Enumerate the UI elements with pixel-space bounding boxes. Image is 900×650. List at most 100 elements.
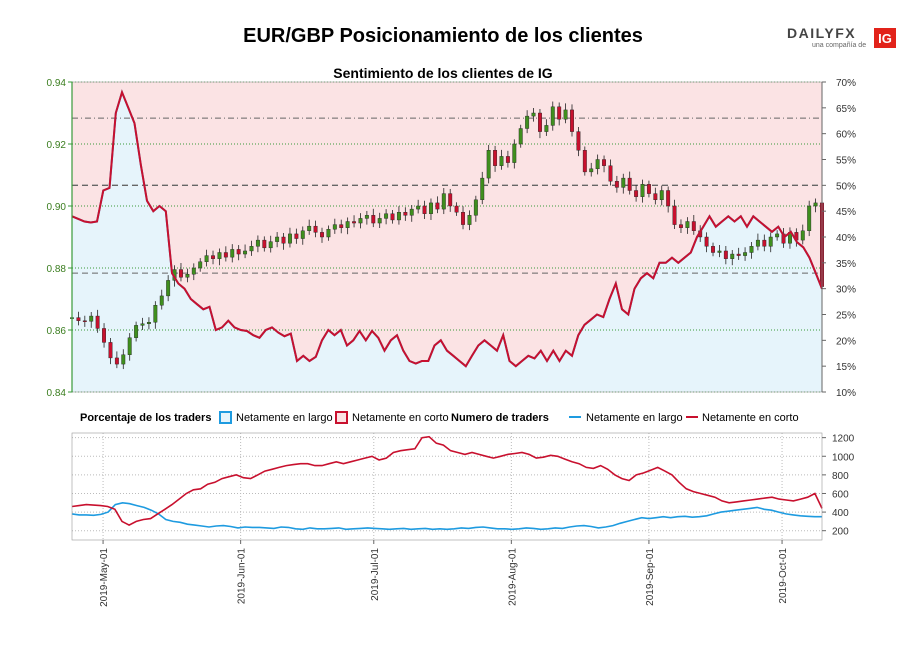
traders-tick-label: 200 bbox=[832, 527, 849, 538]
price-candle bbox=[230, 244, 235, 263]
price-candle bbox=[307, 219, 312, 235]
candle-body bbox=[659, 190, 664, 201]
price-candle bbox=[461, 206, 465, 230]
candle-body bbox=[255, 239, 260, 247]
candle-body bbox=[441, 193, 446, 210]
candle-body bbox=[198, 261, 203, 269]
price-candle bbox=[114, 351, 119, 369]
candle-body bbox=[518, 128, 523, 145]
price-candle bbox=[313, 220, 318, 238]
sentiment-lines bbox=[71, 89, 823, 368]
price-candle bbox=[403, 207, 408, 221]
price-candle bbox=[576, 126, 581, 157]
price-candle bbox=[217, 248, 222, 266]
legend-num-short: Netamente en corto bbox=[702, 412, 799, 424]
candle-body bbox=[691, 221, 696, 232]
price-candle bbox=[204, 249, 209, 267]
left-tick-label: 0.84 bbox=[47, 388, 67, 399]
right-tick-label: 60% bbox=[836, 130, 856, 141]
candle-body bbox=[416, 205, 421, 210]
candle-body bbox=[563, 109, 568, 120]
price-candle bbox=[76, 311, 81, 326]
candle-body bbox=[127, 337, 132, 355]
long-traders-line bbox=[71, 501, 822, 531]
price-candle bbox=[134, 321, 139, 342]
candle-body bbox=[582, 149, 587, 173]
candle-body bbox=[191, 267, 196, 275]
candle-body bbox=[89, 315, 94, 322]
price-candle bbox=[505, 150, 510, 168]
left-tick-label: 0.90 bbox=[47, 202, 67, 213]
right-tick-label: 55% bbox=[836, 156, 856, 167]
candle-body bbox=[268, 241, 273, 249]
left-tick-label: 0.86 bbox=[47, 326, 67, 337]
legend-pct-short: Netamente en corto bbox=[352, 412, 449, 424]
candle-body bbox=[82, 320, 87, 322]
price-candle bbox=[416, 199, 421, 214]
logo-subtext: una compañía de bbox=[812, 42, 866, 49]
candle-body bbox=[672, 205, 677, 225]
right-tick-label: 10% bbox=[836, 388, 856, 399]
legend-num-long: Netamente en largo bbox=[586, 412, 683, 424]
candle-body bbox=[717, 250, 722, 253]
left-tick-label: 0.88 bbox=[47, 264, 67, 275]
x-tick-label: 2019-Aug-01 bbox=[507, 548, 518, 606]
price-candle bbox=[531, 108, 536, 122]
price-candle bbox=[268, 235, 273, 253]
candle-body bbox=[621, 177, 626, 188]
candle-body bbox=[102, 328, 106, 343]
price-candle bbox=[153, 301, 158, 329]
candle-body bbox=[153, 305, 158, 323]
candle-body bbox=[768, 236, 773, 247]
left-tick-label: 0.92 bbox=[47, 140, 67, 151]
candle-body bbox=[185, 274, 190, 278]
candle-body bbox=[211, 255, 215, 259]
price-candle bbox=[146, 317, 151, 330]
price-candle bbox=[640, 179, 645, 203]
right-tick-label: 15% bbox=[836, 362, 856, 373]
candle-body bbox=[313, 225, 318, 233]
candle-body bbox=[217, 252, 222, 259]
sentiment-fill-area bbox=[72, 82, 822, 393]
price-candle bbox=[538, 108, 542, 139]
legend-pct-label: Porcentaje de los traders bbox=[80, 412, 211, 424]
price-candle bbox=[358, 213, 363, 229]
x-tick-label: 2019-Jul-01 bbox=[370, 548, 381, 601]
right-tick-label: 70% bbox=[836, 78, 856, 89]
candle-body bbox=[262, 239, 267, 249]
candle-body bbox=[711, 246, 715, 253]
candle-body bbox=[775, 233, 780, 238]
price-candle bbox=[179, 263, 183, 282]
candle-body bbox=[140, 323, 145, 326]
ig-badge-text: IG bbox=[878, 31, 892, 46]
legend-long-swatch bbox=[219, 411, 232, 424]
candle-body bbox=[723, 250, 728, 259]
logo-text: DAILYFX bbox=[787, 25, 856, 41]
dailyfx-logo: DAILYFX una compañía de IG bbox=[787, 25, 896, 49]
price-candle bbox=[236, 245, 241, 261]
candle-body bbox=[679, 224, 683, 228]
candle-body bbox=[608, 165, 613, 182]
candle-body bbox=[614, 180, 619, 188]
candle-body bbox=[204, 255, 209, 263]
price-candle bbox=[512, 139, 517, 169]
candle-body bbox=[358, 218, 363, 224]
candle-body bbox=[236, 249, 241, 255]
price-candle bbox=[589, 162, 594, 177]
price-candle bbox=[813, 198, 818, 213]
candle-body bbox=[538, 112, 542, 132]
right-tick-label: 35% bbox=[836, 259, 856, 270]
chart-subtitle: Sentimiento de los clientes de IG bbox=[333, 65, 552, 81]
candle-body bbox=[550, 106, 555, 126]
candle-body bbox=[371, 215, 376, 224]
candle-body bbox=[762, 239, 767, 247]
candle-body bbox=[666, 190, 671, 207]
candle-body bbox=[512, 143, 517, 163]
price-candle bbox=[191, 263, 196, 281]
candle-body bbox=[76, 317, 81, 321]
price-candle bbox=[332, 218, 337, 234]
candle-body bbox=[602, 159, 606, 166]
right-tick-label: 40% bbox=[836, 233, 856, 244]
price-candle bbox=[775, 230, 780, 241]
candle-body bbox=[531, 112, 536, 117]
